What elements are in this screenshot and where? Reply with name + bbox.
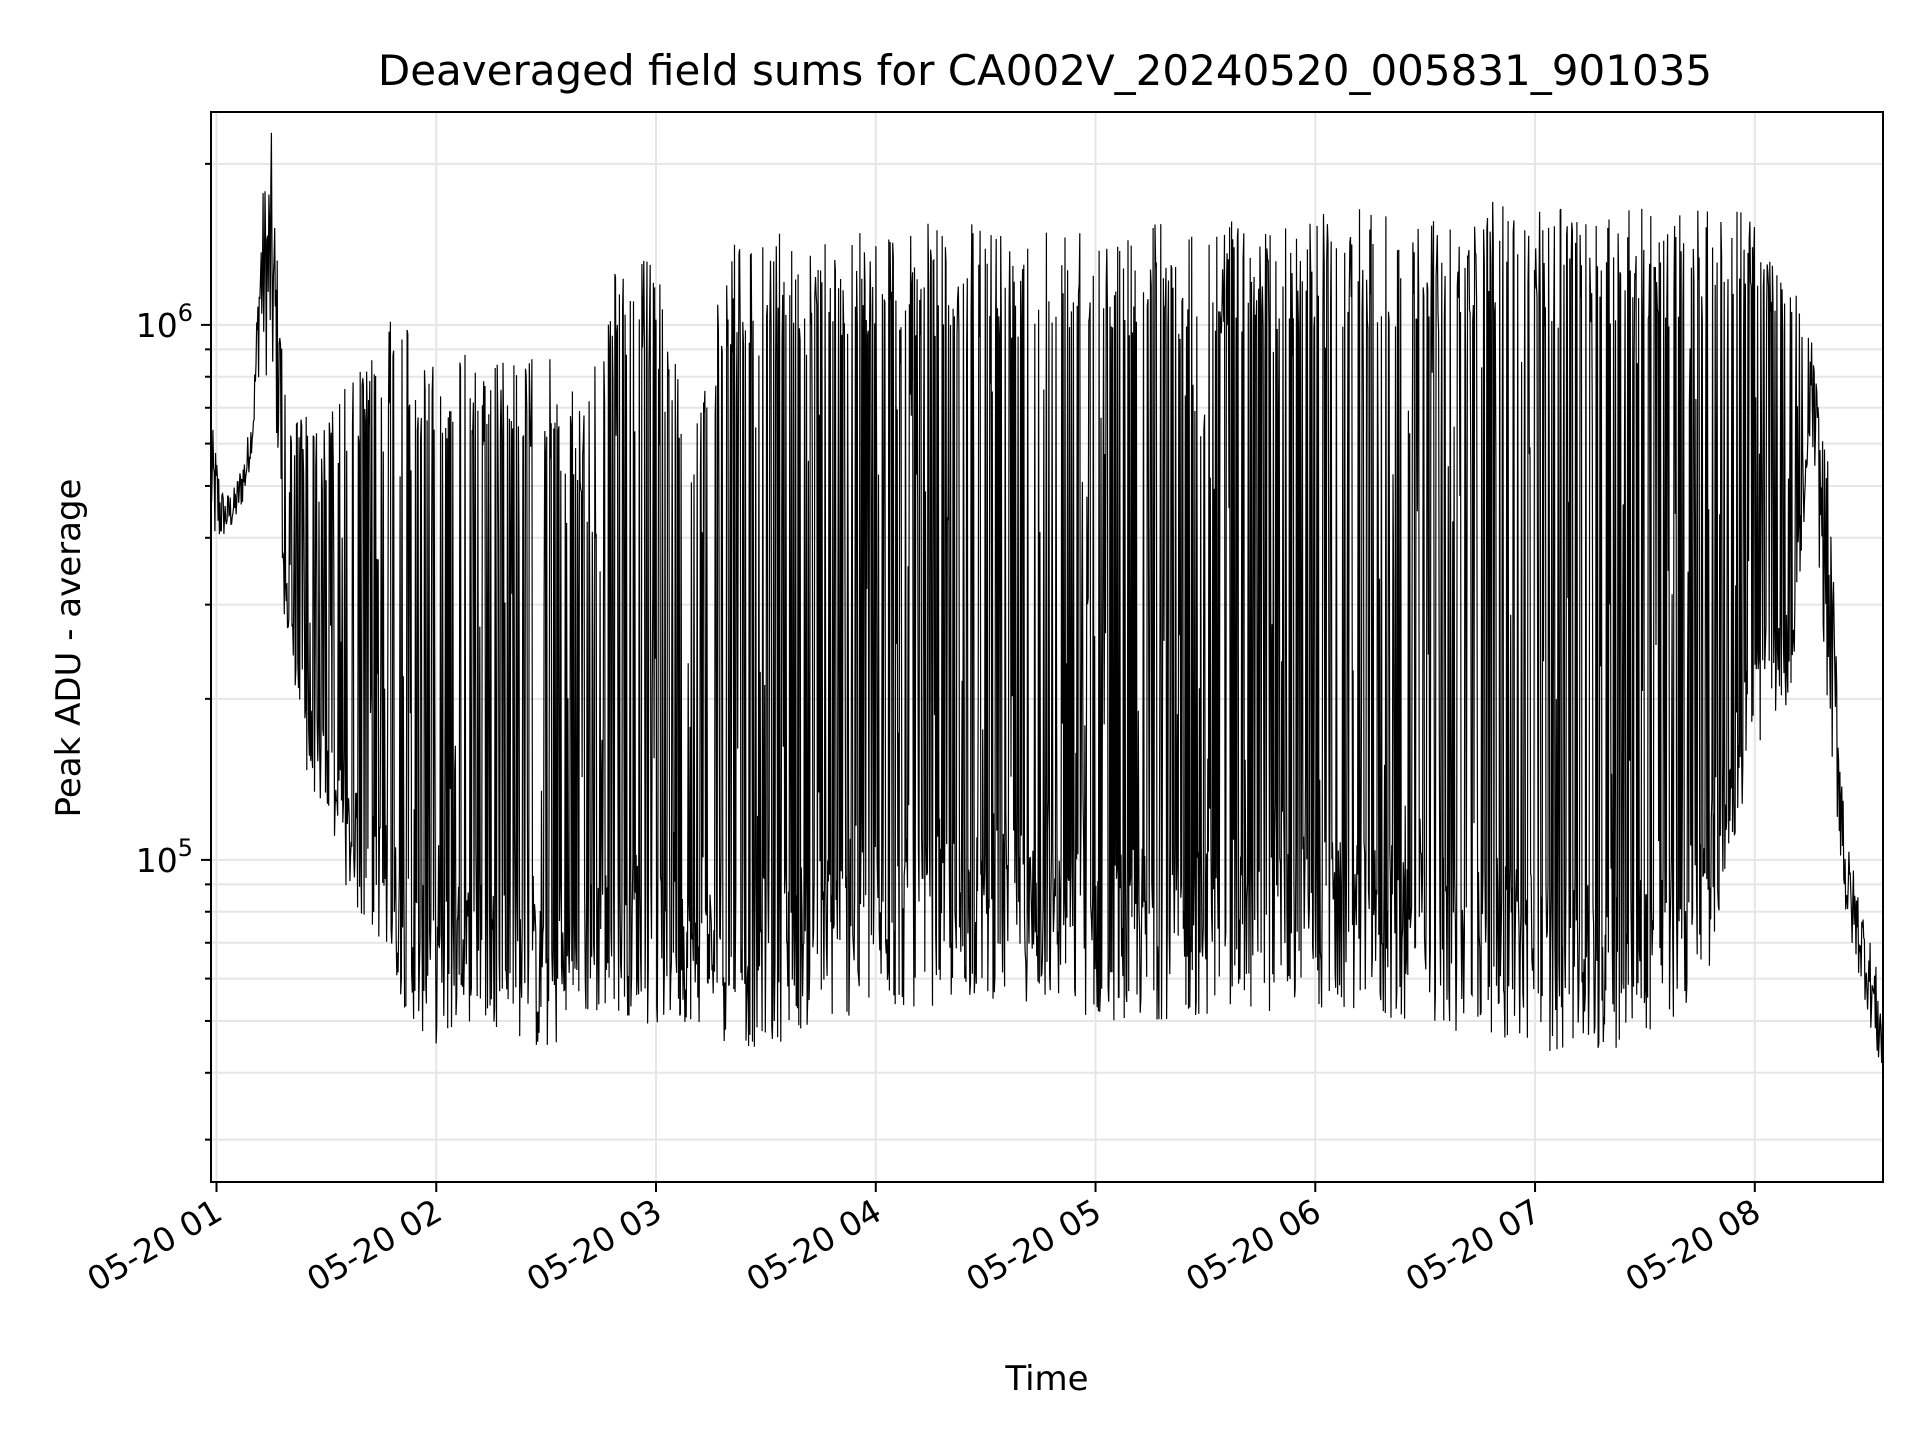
plot-frame [210,111,1884,1183]
y-axis-title: Peak ADU - average [49,479,89,818]
chart-title: Deaveraged field sums for CA002V_2024052… [378,46,1712,95]
x-tick-label: 05-20 04 [740,1191,888,1299]
x-tick-label: 05-20 05 [960,1191,1108,1299]
x-tick-label: 05-20 02 [300,1191,448,1299]
y-tick-label: 105 [136,834,193,880]
x-axis-title: Time [1004,1359,1088,1399]
x-tick-label: 05-20 08 [1619,1191,1767,1299]
data-layer [210,132,1884,1064]
x-tick-label: 05-20 06 [1179,1191,1327,1299]
series-line [210,132,1884,1064]
x-tick-label: 05-20 07 [1399,1191,1547,1299]
y-tick-label: 106 [136,299,193,345]
x-tick-label: 05-20 01 [80,1191,228,1299]
x-tick-label: 05-20 03 [520,1191,668,1299]
